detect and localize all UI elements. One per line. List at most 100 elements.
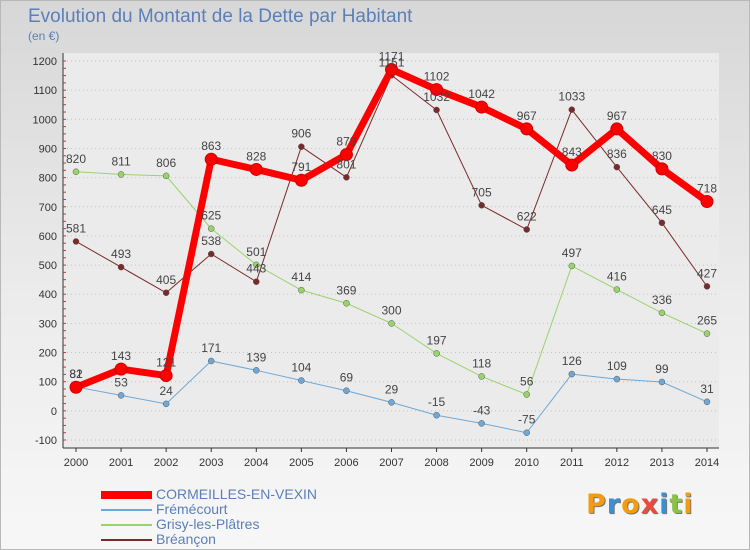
data-label: 828 [246, 149, 266, 163]
x-tick-label: 2001 [109, 457, 133, 469]
data-label: 24 [159, 384, 173, 398]
data-label: 622 [517, 210, 537, 224]
data-label: 806 [156, 156, 176, 170]
data-point [610, 122, 624, 136]
data-label: -15 [428, 395, 446, 409]
data-point [339, 148, 353, 162]
legend-swatch [101, 524, 152, 526]
data-label: 581 [66, 221, 86, 235]
data-point [523, 226, 530, 233]
data-label: 82 [69, 367, 83, 381]
data-point [162, 400, 170, 408]
data-label: 1151 [379, 55, 405, 69]
data-label: -75 [518, 413, 536, 427]
data-point [658, 219, 666, 227]
x-tick-label: 2000 [64, 457, 88, 469]
data-label: 705 [472, 185, 492, 199]
data-point [433, 350, 440, 357]
data-point [72, 238, 80, 245]
x-tick-label: 2013 [650, 457, 674, 469]
data-point [207, 357, 215, 365]
data-point [613, 286, 621, 293]
legend-swatch [101, 509, 152, 511]
data-label: 427 [697, 266, 717, 280]
data-label: 501 [246, 245, 266, 259]
legend-label: Frémécourt [156, 501, 228, 517]
data-point [433, 411, 440, 419]
data-point [523, 429, 530, 436]
legend-label: CORMEILLES-EN-VEXIN [156, 486, 318, 502]
y-tick-label: 900 [39, 143, 57, 155]
data-label: 879 [336, 135, 356, 149]
data-label: 538 [201, 234, 221, 248]
data-label: 265 [697, 314, 717, 328]
data-label: -43 [473, 403, 491, 417]
x-tick-label: 2007 [379, 457, 403, 469]
y-tick-label: 0 [51, 406, 57, 418]
data-point [162, 172, 170, 180]
data-label: 718 [697, 182, 717, 196]
y-tick-label: 100 [39, 377, 57, 389]
y-tick-label: 1000 [33, 114, 57, 126]
data-label: 645 [652, 203, 672, 217]
data-label: 791 [291, 160, 311, 174]
chart-subtitle: (en €) [28, 29, 60, 43]
data-point [388, 399, 395, 406]
data-label: 300 [381, 303, 401, 317]
x-tick-label: 2014 [695, 457, 719, 469]
data-label: 69 [340, 371, 354, 385]
data-label: 967 [607, 109, 627, 123]
data-point [385, 62, 398, 76]
data-point [114, 362, 128, 376]
x-tick-label: 2012 [605, 457, 629, 469]
x-tick-label: 2004 [244, 457, 268, 469]
data-label: 104 [291, 361, 311, 375]
y-tick-label: 300 [39, 318, 57, 330]
data-label: 121 [156, 356, 176, 370]
data-label: 139 [246, 350, 266, 364]
data-point [655, 162, 669, 176]
y-tick-label: 700 [39, 202, 57, 214]
data-point [565, 158, 579, 172]
data-label: 1102 [424, 70, 450, 84]
logo-letter: t [669, 489, 684, 520]
x-tick-label: 2003 [199, 457, 223, 469]
data-point [298, 377, 305, 384]
data-label: 820 [66, 152, 86, 166]
data-label: 843 [562, 145, 582, 159]
data-label: 863 [201, 139, 221, 153]
proxiti-logo: Proxiti [586, 489, 694, 520]
data-label: 126 [562, 354, 582, 368]
data-label: 414 [291, 270, 311, 284]
data-point [520, 122, 534, 136]
data-point [253, 261, 260, 269]
data-point [207, 250, 215, 258]
data-point [117, 171, 125, 178]
data-label: 109 [607, 359, 627, 373]
x-tick-label: 2008 [424, 457, 448, 469]
data-label: 56 [520, 375, 534, 389]
data-point [294, 173, 308, 187]
data-label: 197 [427, 333, 447, 347]
data-point [658, 378, 666, 386]
data-label: 369 [336, 283, 356, 297]
data-point [204, 152, 218, 166]
data-point [568, 262, 576, 270]
data-label: 906 [291, 127, 311, 141]
x-tick-label: 2010 [514, 457, 538, 469]
data-label: 1171 [379, 49, 405, 63]
y-tick-label: 500 [39, 260, 57, 272]
y-tick-label: 600 [39, 231, 57, 243]
data-label: 143 [111, 349, 131, 363]
data-point [568, 106, 576, 113]
data-label: 967 [517, 109, 537, 123]
data-label: 99 [655, 362, 669, 376]
data-label: 81 [69, 367, 83, 381]
x-tick-label: 2002 [154, 457, 178, 469]
logo-letter: P [586, 489, 607, 520]
data-point [613, 375, 621, 383]
data-point [613, 163, 621, 171]
logo-letter: r [606, 489, 622, 520]
data-label: 625 [201, 209, 221, 223]
